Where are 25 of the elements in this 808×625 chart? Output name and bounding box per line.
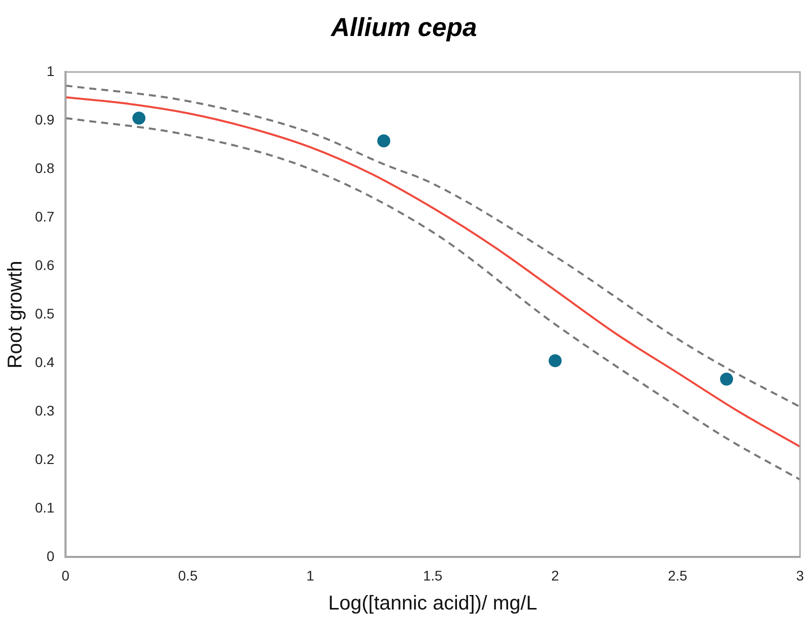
x-tick-label: 3 — [796, 567, 804, 584]
x-tick-label: 1.5 — [422, 567, 443, 584]
x-tick-label: 1 — [306, 567, 314, 584]
y-tick-label: 0 — [46, 548, 55, 564]
x-axis-title: Log([tannic acid])/ mg/L — [328, 592, 538, 615]
y-axis-title: Root growth — [4, 260, 27, 369]
x-tick-label: 0 — [62, 567, 70, 584]
x-tick-label: 0.5 — [178, 567, 198, 584]
y-tick-label: 0.9 — [34, 111, 55, 128]
y-tick-label: 0.8 — [34, 160, 55, 176]
point — [376, 133, 392, 148]
y-tick-label: 0.2 — [34, 451, 55, 468]
y-tick-label: 0.3 — [34, 402, 55, 418]
x-tick-label: 2 — [551, 567, 560, 584]
chart-title: Allium cepa — [330, 12, 478, 43]
y-tick-label: 0.4 — [34, 354, 55, 370]
y-tick-label: 0.7 — [34, 208, 55, 224]
point — [548, 353, 563, 368]
y-tick-label: 0.1 — [34, 500, 55, 516]
y-tick-label: 0.5 — [34, 305, 55, 322]
y-tick-label: 1 — [46, 62, 55, 79]
point — [719, 372, 734, 387]
y-tick-label: 0.6 — [34, 256, 55, 273]
point — [131, 110, 146, 126]
x-tick-label: 2.5 — [668, 567, 688, 584]
